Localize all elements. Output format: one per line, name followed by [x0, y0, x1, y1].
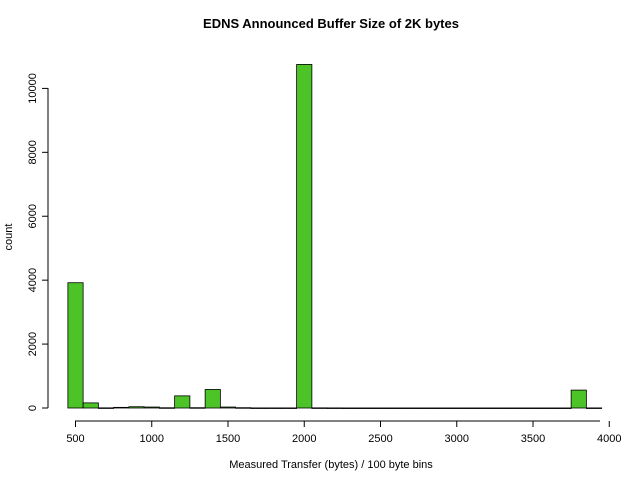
- histogram-bar: [265, 407, 282, 409]
- histogram-bar: [524, 407, 542, 409]
- plot-area: [67, 64, 603, 409]
- x-tick-label: 1000: [140, 433, 164, 445]
- x-axis-label: Measured Transfer (bytes) / 100 byte bin…: [229, 459, 433, 471]
- histogram-bar: [433, 407, 450, 409]
- y-tick-label: 2000: [27, 332, 39, 356]
- y-tick-label: 8000: [27, 140, 39, 164]
- histogram-bar: [372, 407, 389, 409]
- x-tick-label: 3000: [445, 433, 469, 445]
- histogram-bar: [540, 407, 557, 409]
- y-tick-label: 0: [27, 405, 39, 411]
- histogram-bar: [250, 407, 267, 409]
- chart-title: EDNS Announced Buffer Size of 2K bytes: [203, 16, 459, 31]
- x-tick-label: 1500: [216, 433, 240, 445]
- y-axis-ticks: 0 2000 4000 6000 8000 10000: [27, 73, 48, 411]
- histogram-bar: [311, 407, 328, 409]
- histogram-bar: [296, 64, 313, 409]
- histogram-bar: [174, 395, 191, 409]
- histogram-bar: [357, 407, 374, 409]
- x-tick-label: 3500: [521, 433, 545, 445]
- x-tick-label: 500: [66, 433, 84, 445]
- histogram-bar: [158, 407, 176, 409]
- histogram-bar: [418, 407, 435, 409]
- histogram-bar: [82, 402, 99, 409]
- histogram-bar: [128, 406, 145, 409]
- y-tick-label: 4000: [27, 268, 39, 292]
- histogram-bar: [113, 406, 130, 409]
- x-tick-label: 2500: [368, 433, 392, 445]
- histogram-bar: [67, 282, 84, 409]
- histogram-bar: [189, 407, 206, 409]
- y-axis-label: count: [3, 224, 15, 251]
- x-axis-ticks: 500 1000 1500 2000 2500 3000 3500 4000: [66, 421, 621, 445]
- histogram-bar: [235, 407, 252, 409]
- histogram-bar: [326, 407, 343, 409]
- histogram-bar: [280, 407, 298, 409]
- histogram-bar: [585, 407, 603, 409]
- histogram-bar: [463, 407, 481, 409]
- histogram-bar: [341, 407, 359, 409]
- histogram-bar: [448, 407, 465, 409]
- histogram-bar: [143, 406, 160, 409]
- y-tick-label: 6000: [27, 204, 39, 228]
- histogram-bar: [219, 406, 237, 409]
- y-tick-label: 10000: [27, 73, 39, 104]
- x-tick-label: 4000: [597, 433, 621, 445]
- histogram-bar: [97, 407, 115, 409]
- histogram-bar: [570, 389, 587, 409]
- x-tick-label: 2000: [292, 433, 316, 445]
- histogram-bar: [204, 389, 221, 409]
- histogram-bar: [402, 407, 420, 409]
- histogram-bar: [555, 407, 572, 409]
- histogram-bar: [387, 407, 404, 409]
- histogram-bar: [494, 407, 511, 409]
- histogram-bar: [479, 407, 496, 409]
- histogram-bar: [509, 407, 526, 409]
